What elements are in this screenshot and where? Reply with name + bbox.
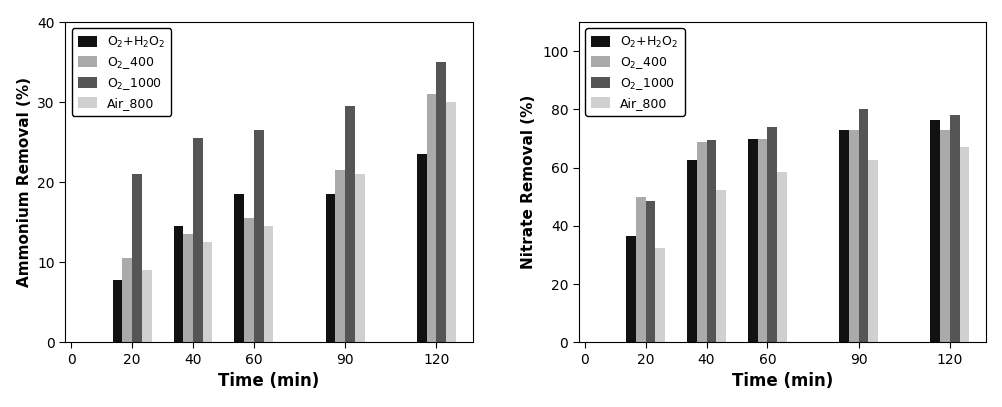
Bar [959,147,968,342]
Bar [202,242,212,342]
Bar [173,226,183,342]
Bar [141,270,151,342]
Bar [132,174,141,342]
Legend: O$_2$+H$_2$O$_2$, O$_2$_400, O$_2$_1000, Air_800: O$_2$+H$_2$O$_2$, O$_2$_400, O$_2$_1000,… [71,28,171,116]
Bar [192,138,202,342]
Bar [243,218,254,342]
Bar [645,201,654,342]
Bar [777,172,786,342]
Bar [183,234,192,342]
Bar [747,139,757,342]
Bar [446,102,455,342]
Bar [234,194,243,342]
Bar [417,154,426,342]
Bar [686,160,696,342]
Y-axis label: Nitrate Removal (%): Nitrate Removal (%) [521,95,536,269]
Bar [436,62,446,342]
Bar [335,170,345,342]
Bar [635,197,645,342]
Bar [858,109,868,342]
Bar [122,258,132,342]
X-axis label: Time (min): Time (min) [731,372,833,390]
Bar [839,130,848,342]
X-axis label: Time (min): Time (min) [218,372,320,390]
Bar [326,194,335,342]
Bar [654,248,664,342]
Bar [757,139,767,342]
Bar [939,130,949,342]
Legend: O$_2$+H$_2$O$_2$, O$_2$_400, O$_2$_1000, Air_800: O$_2$+H$_2$O$_2$, O$_2$_400, O$_2$_1000,… [584,28,684,116]
Bar [868,160,877,342]
Bar [625,236,635,342]
Bar [254,130,264,342]
Y-axis label: Ammonium Removal (%): Ammonium Removal (%) [17,77,32,287]
Bar [345,106,355,342]
Bar [355,174,364,342]
Bar [696,142,705,342]
Bar [767,127,777,342]
Bar [949,115,959,342]
Bar [112,280,122,342]
Bar [705,140,715,342]
Bar [848,130,858,342]
Bar [426,94,436,342]
Bar [715,190,725,342]
Bar [930,120,939,342]
Bar [264,226,273,342]
